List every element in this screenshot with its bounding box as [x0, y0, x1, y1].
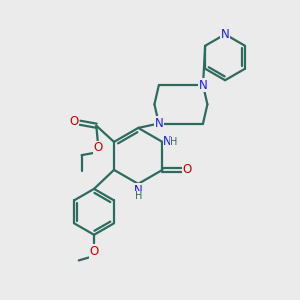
Text: N: N [221, 28, 230, 41]
Text: N: N [164, 135, 172, 148]
Text: N: N [154, 117, 163, 130]
Text: N: N [134, 184, 142, 197]
Text: H: H [170, 137, 177, 147]
Text: O: O [183, 164, 192, 176]
Text: O: O [93, 141, 102, 154]
Text: H: H [134, 191, 142, 201]
Text: O: O [69, 115, 78, 128]
Text: O: O [89, 245, 99, 258]
Text: N: N [199, 79, 207, 92]
